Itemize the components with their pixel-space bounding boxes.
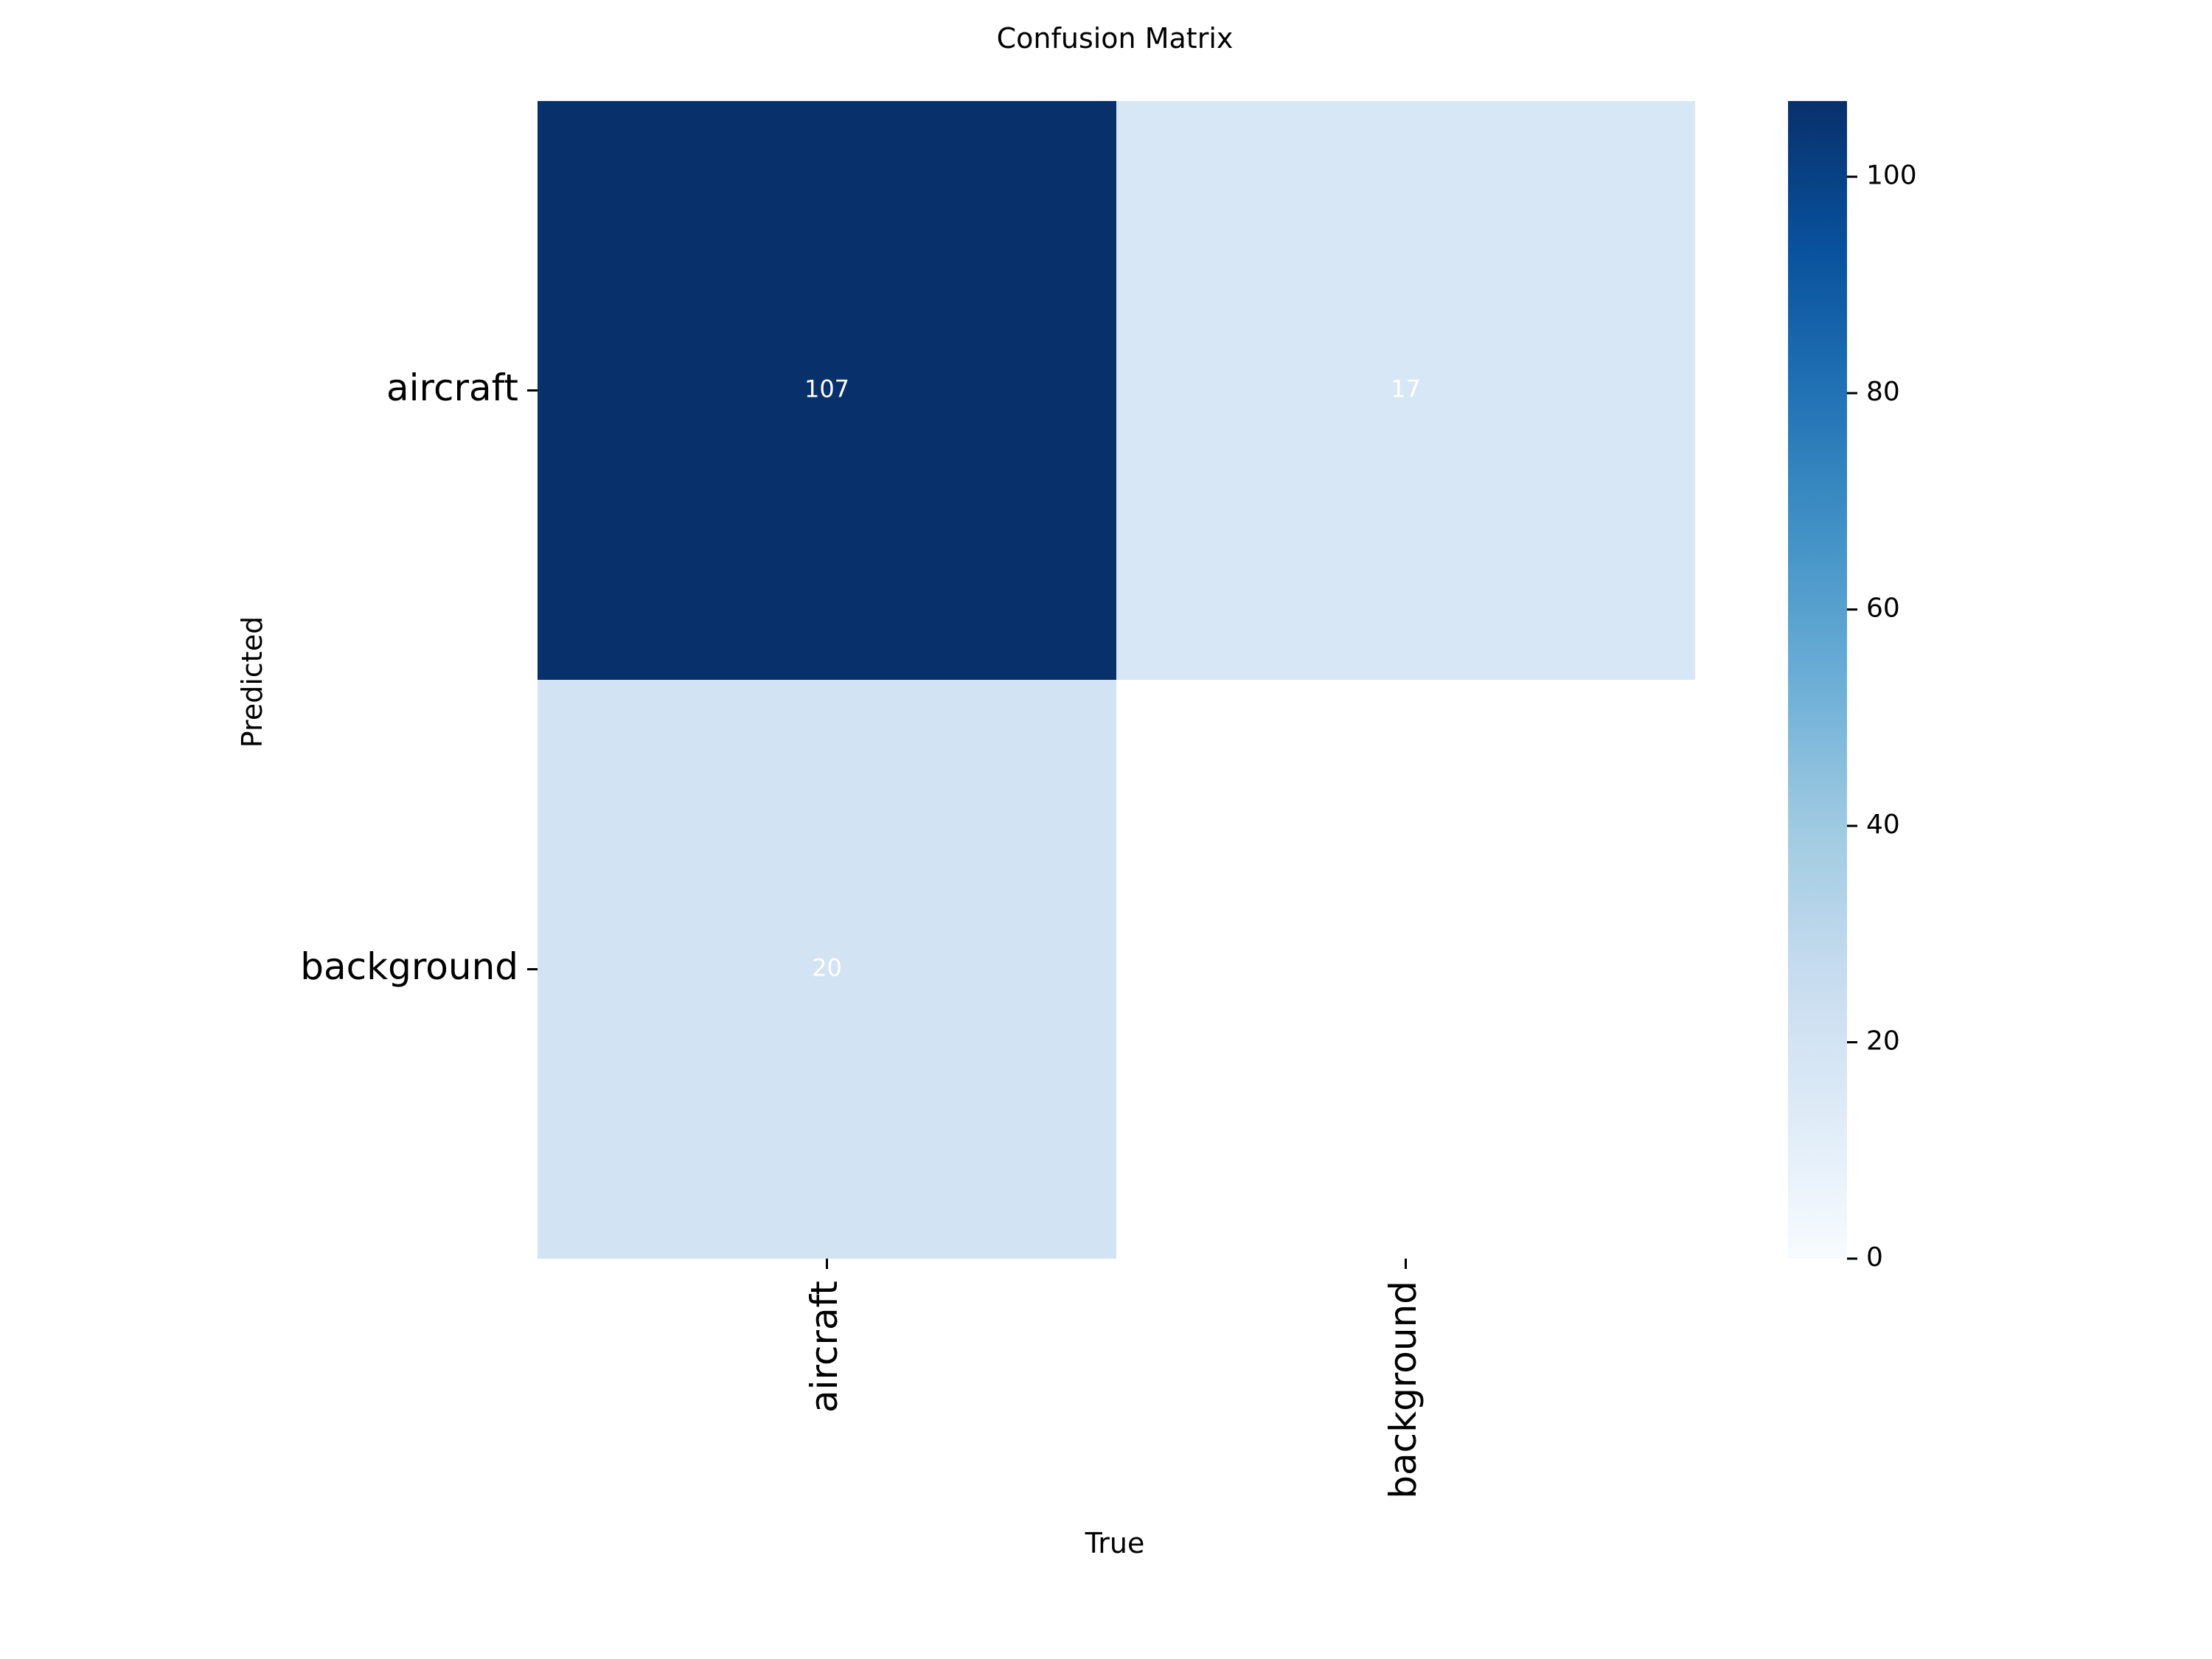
colorbar-tick-label: 40 xyxy=(1866,810,1900,840)
colorbar xyxy=(1788,101,1847,1259)
colorbar-tick-label: 80 xyxy=(1866,377,1900,407)
chart-title: Confusion Matrix xyxy=(997,22,1234,55)
heatmap-cell xyxy=(538,680,1116,1259)
heatmap-cell xyxy=(1116,101,1695,680)
heatmap-cells xyxy=(538,101,1695,1259)
colorbar-tick-label: 0 xyxy=(1866,1242,1883,1273)
colorbar-tick-label: 20 xyxy=(1866,1026,1900,1057)
heatmap-cell-labels: 107 17 20 xyxy=(804,375,1421,982)
x-axis-ticks: aircraft background xyxy=(803,1259,1425,1499)
y-tick-label: aircraft xyxy=(386,366,518,409)
colorbar-tick-label: 100 xyxy=(1866,161,1917,191)
y-axis-label: Predicted xyxy=(236,616,268,748)
x-tick-label: aircraft xyxy=(803,1281,846,1413)
colorbar-tick-label: 60 xyxy=(1866,594,1900,624)
y-tick-label: background xyxy=(300,945,518,988)
cell-value-label: 107 xyxy=(804,375,849,403)
y-axis-ticks: aircraft background xyxy=(300,366,538,988)
cell-value-label: 20 xyxy=(812,954,842,982)
x-axis-label: True xyxy=(1085,1527,1145,1559)
heatmap-cell xyxy=(538,101,1116,680)
colorbar-ticks: 0 20 40 60 80 100 xyxy=(1847,161,1917,1273)
x-tick-label: background xyxy=(1382,1281,1425,1499)
cell-value-label: 17 xyxy=(1391,375,1421,403)
